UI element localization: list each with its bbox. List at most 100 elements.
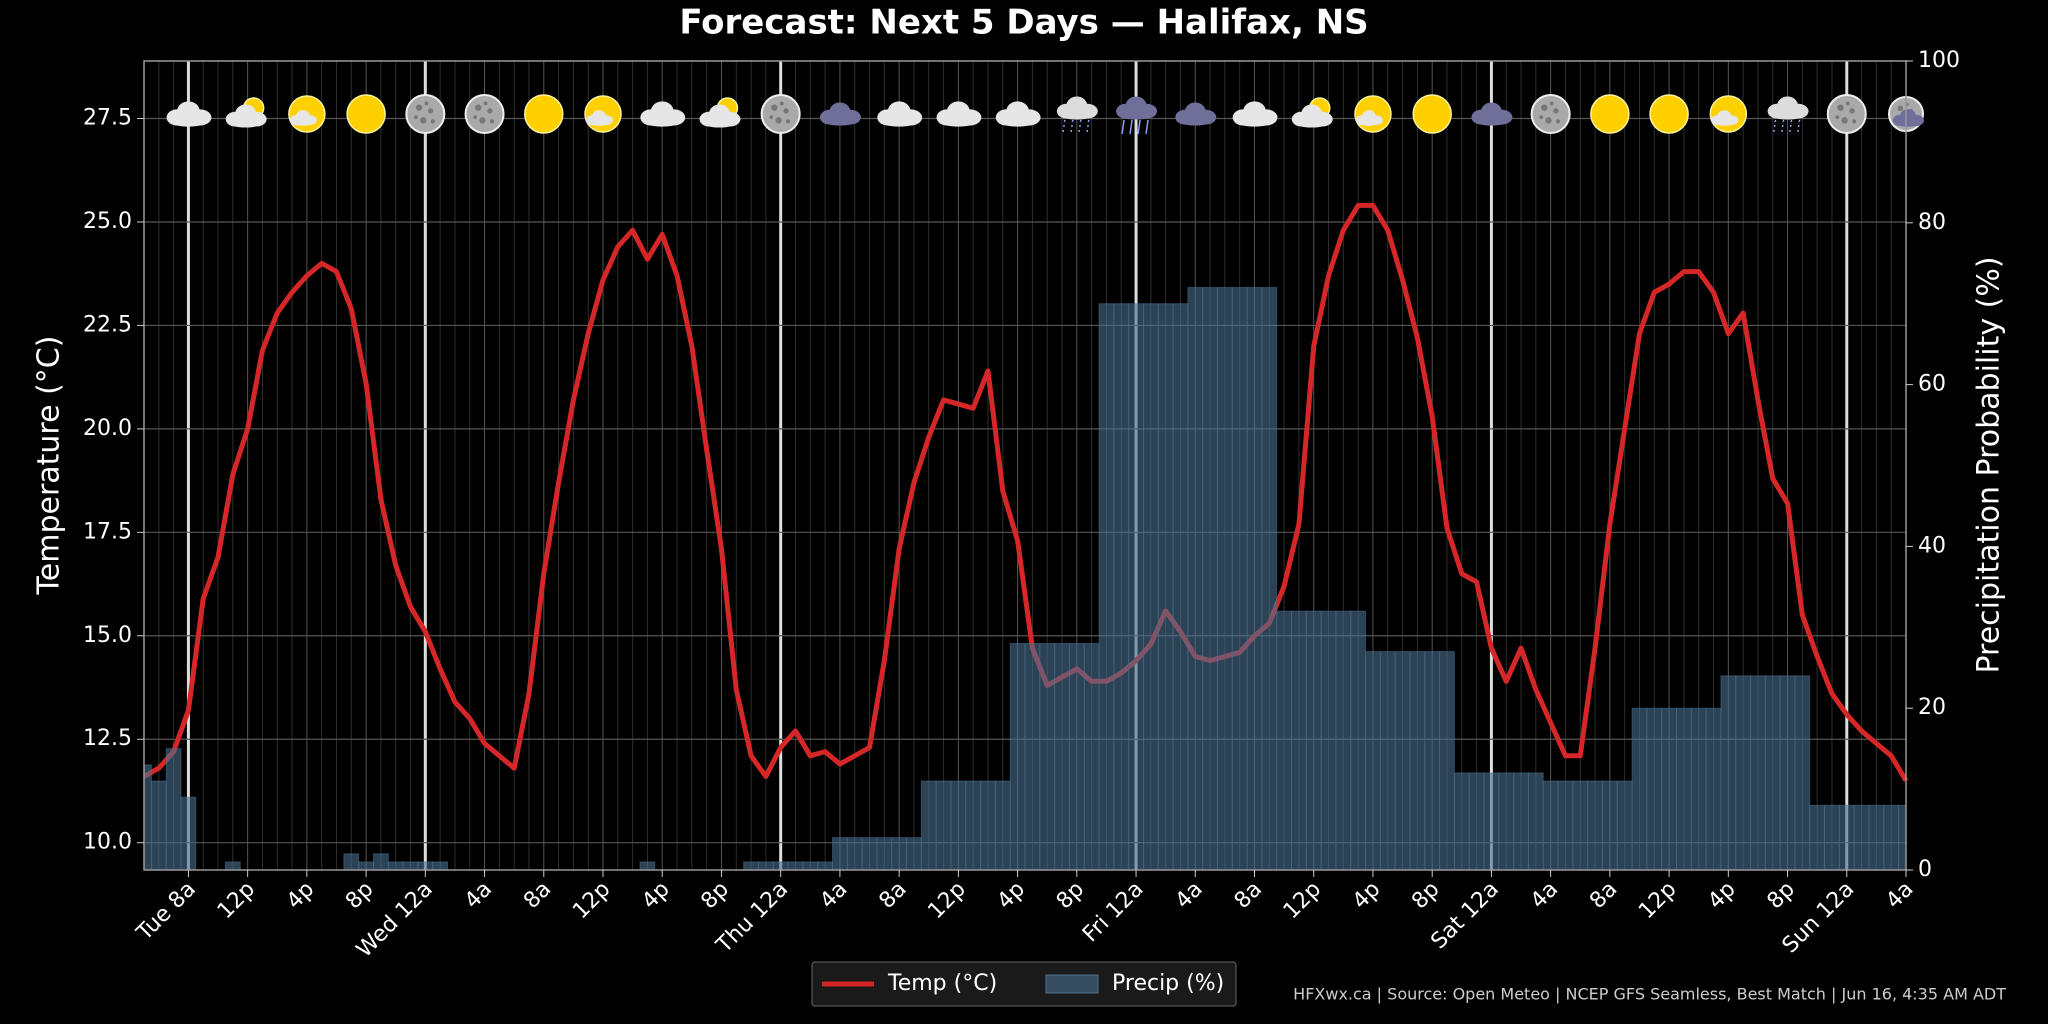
precip-bar (1779, 675, 1796, 870)
precip-bar (1394, 651, 1411, 870)
precip-bar (1764, 675, 1781, 870)
weather-icon (819, 102, 861, 126)
legend-label: Temp (°C) (887, 971, 997, 996)
crater (1837, 104, 1844, 111)
precip-bar (1142, 303, 1159, 870)
precip-bar (432, 861, 449, 870)
precip-bar (1853, 804, 1870, 870)
cloud-puff (1176, 112, 1215, 126)
precip-bar (817, 861, 834, 870)
y2-tick-label: 0 (1918, 857, 1932, 882)
precip-bar (1009, 642, 1026, 870)
precip-bar (1453, 772, 1470, 870)
precip-bar (846, 837, 863, 870)
moon (1530, 94, 1571, 134)
precip-bar (1320, 610, 1337, 870)
plot-frame (143, 60, 1907, 871)
legend-box (811, 961, 1237, 1007)
precip-bar (787, 861, 804, 870)
crater (479, 117, 486, 124)
crater (1545, 117, 1552, 124)
weather-icon (405, 94, 446, 134)
precip-bar (1601, 780, 1618, 870)
precip-bar (772, 861, 789, 870)
cloud-puff (641, 112, 683, 127)
precip-bar (1883, 804, 1900, 870)
precip-bar (1498, 772, 1515, 870)
rain-drop (1780, 119, 1785, 135)
rain-drop (1129, 119, 1133, 135)
weather-icon (1709, 95, 1748, 133)
crater (430, 119, 435, 124)
precip-bar (639, 861, 656, 870)
cloud-puff (1711, 117, 1737, 126)
crater (1541, 104, 1548, 111)
crater (1841, 117, 1848, 124)
y-tick-label: 15.0 (83, 623, 132, 648)
precip-bar (1276, 610, 1293, 870)
precip-bar (965, 780, 982, 870)
crater (771, 104, 778, 111)
cloud-puff (167, 112, 210, 127)
y-tick-label: 10.0 (83, 830, 132, 855)
weather-icon (346, 94, 386, 134)
precip-bar (1098, 303, 1115, 870)
precip-bar (1039, 642, 1056, 870)
moon (760, 94, 801, 134)
weather-icon (1767, 96, 1809, 135)
cloud-puff (1768, 106, 1807, 120)
precip-bar (1024, 642, 1041, 870)
cloud-puff (1893, 117, 1923, 127)
precip-bar (1128, 303, 1144, 870)
crater (779, 101, 784, 106)
precip-bar (180, 796, 197, 870)
temp-line (142, 202, 1909, 782)
y-tick-label: 25.0 (83, 209, 132, 234)
cloud-puff (1472, 112, 1511, 126)
cloud-puff (937, 112, 980, 127)
weather-icon (1116, 96, 1158, 135)
precip-bar (1335, 610, 1352, 870)
cloud-puff (878, 112, 920, 127)
precip-bar (1379, 651, 1396, 870)
crater (769, 115, 774, 120)
precip-bar (1557, 780, 1574, 870)
precip-bar (1157, 303, 1174, 870)
precip-bar (1513, 772, 1529, 870)
weather-icon (584, 95, 622, 133)
sun (524, 94, 564, 134)
crater (487, 108, 493, 114)
rain-drop (1772, 119, 1777, 135)
precip-bar (1809, 804, 1826, 870)
precip-bar (1690, 707, 1707, 870)
precip-bar (1661, 707, 1677, 870)
cloud-puff (1356, 117, 1382, 126)
precip-bar (1572, 780, 1589, 870)
precip-bar (1231, 287, 1248, 870)
weather-icon (288, 95, 326, 133)
precip-bar (891, 837, 908, 870)
crater (1897, 105, 1904, 112)
precip-bar (906, 837, 922, 870)
y-tick-label: 17.5 (83, 519, 132, 544)
y2-tick-label: 80 (1918, 210, 1946, 235)
precip-bar (1305, 610, 1322, 870)
precip-bar (373, 853, 389, 870)
precip-bar (1675, 707, 1692, 870)
precip-bar (1068, 642, 1085, 870)
weather-icon (699, 97, 741, 128)
y-axis-label: Temperature (°C) (32, 336, 67, 596)
moon (1826, 94, 1867, 134)
precip-bar (358, 861, 375, 870)
crater (427, 108, 434, 114)
precip-bar (224, 861, 241, 870)
precip-bar (950, 780, 967, 870)
crater (489, 119, 495, 124)
y-tick-label: 12.5 (83, 726, 132, 751)
crater (1849, 108, 1855, 114)
sun (1649, 94, 1689, 134)
legend: Temp (°C) Precip (%) (811, 961, 1237, 1007)
lines (142, 202, 1909, 782)
rain-drop (1796, 119, 1801, 135)
precip-bar (1172, 303, 1189, 870)
